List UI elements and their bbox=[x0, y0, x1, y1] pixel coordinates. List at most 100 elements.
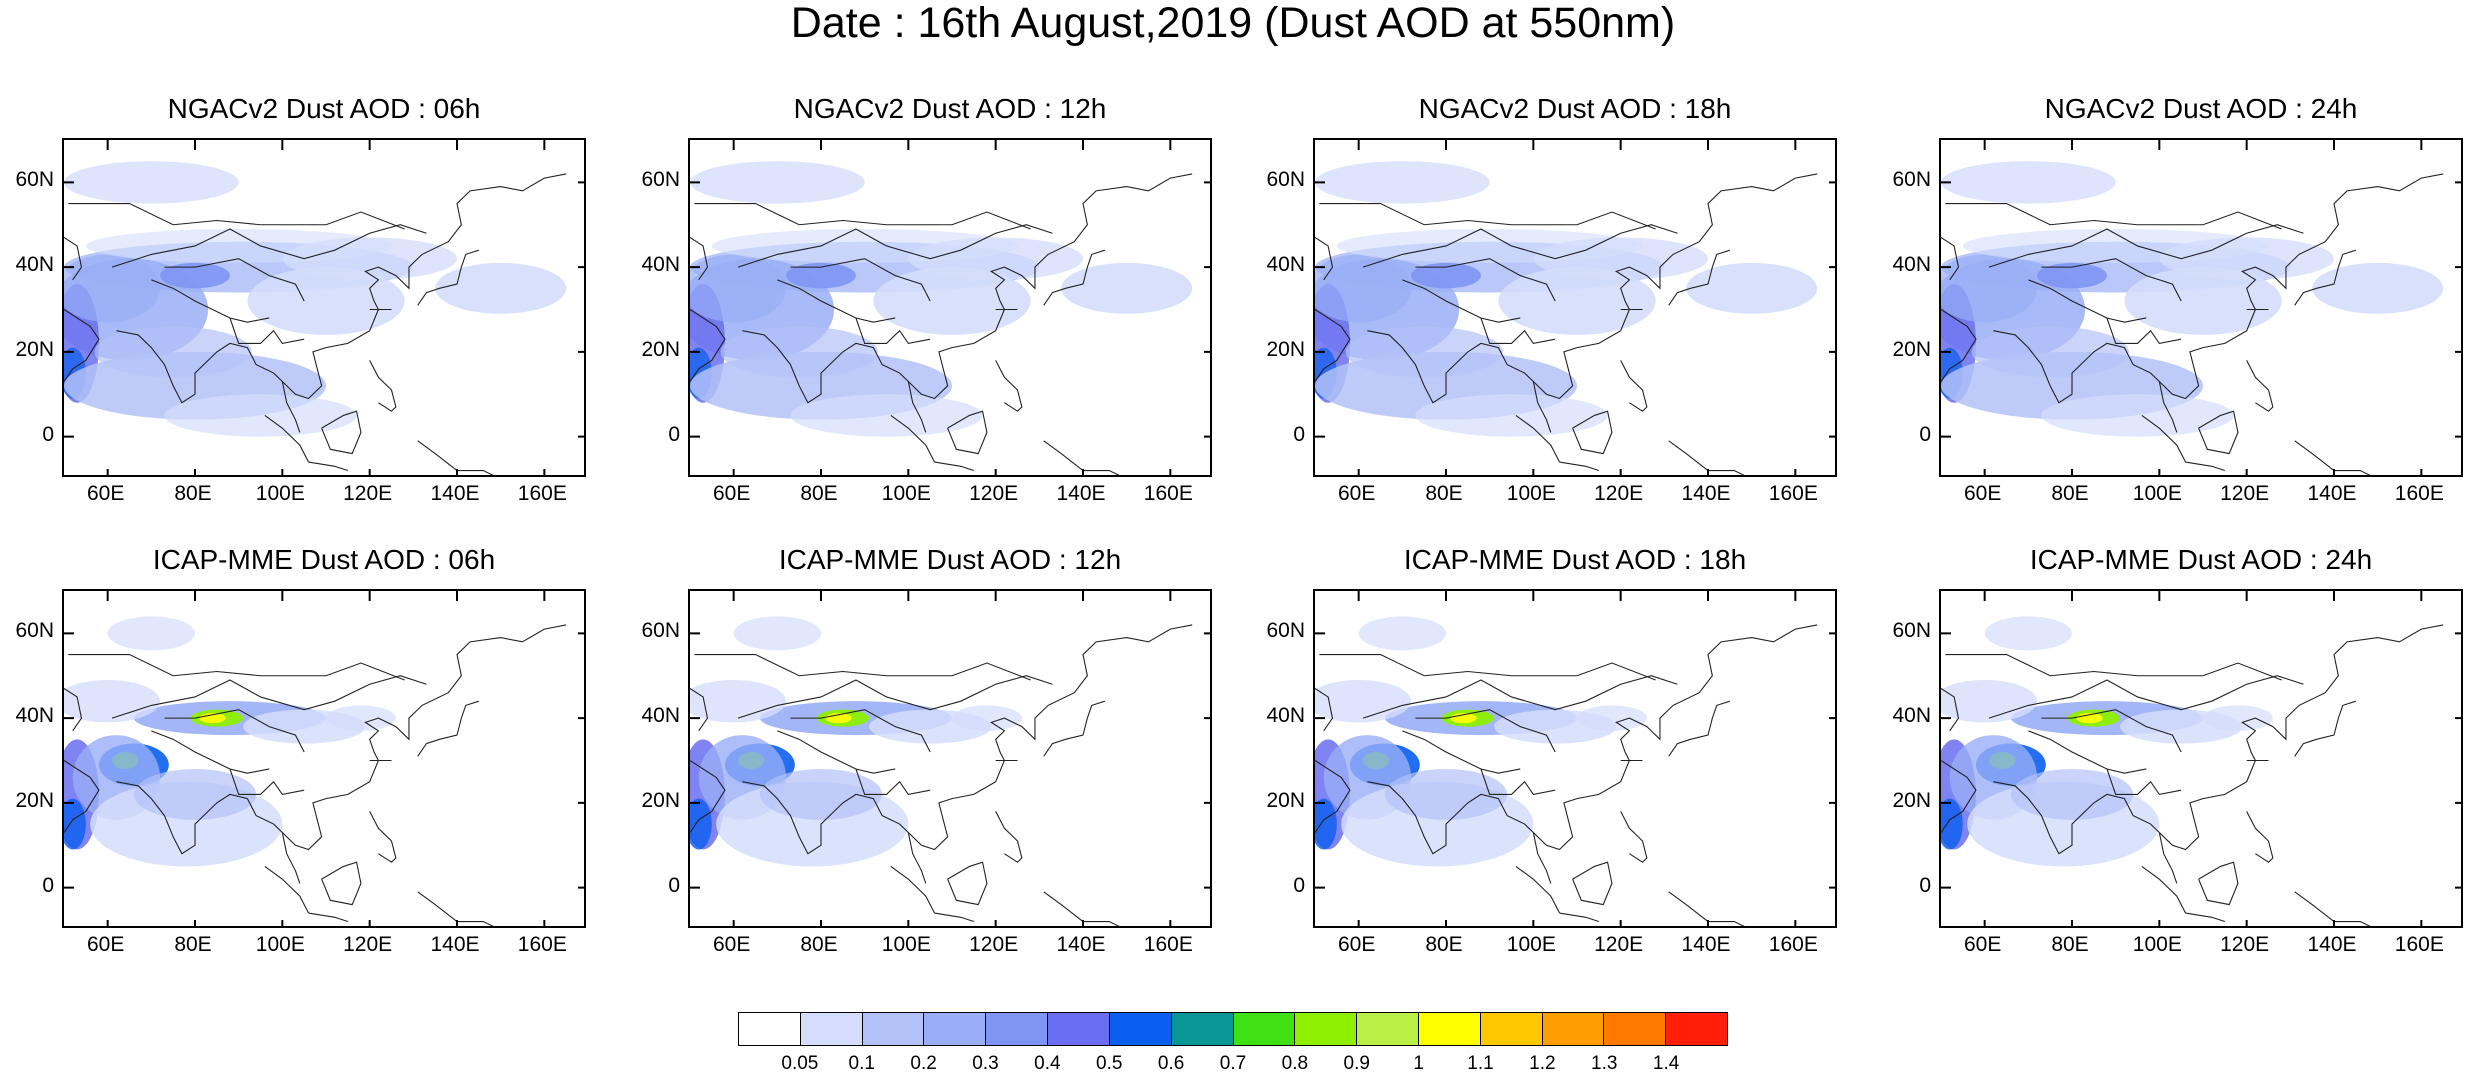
longitude-label: 120E bbox=[343, 482, 393, 505]
longitude-label: 120E bbox=[1594, 482, 1644, 505]
coastline bbox=[111, 675, 427, 719]
coastline bbox=[934, 912, 975, 923]
latitude-label: 40N bbox=[641, 253, 680, 277]
coastline bbox=[790, 258, 931, 302]
longitude-label: 100E bbox=[881, 482, 931, 505]
longitude-label: 60E bbox=[86, 482, 125, 505]
coastline bbox=[1993, 173, 2444, 404]
coastline bbox=[1532, 381, 1552, 433]
aod-field-cell bbox=[1336, 228, 1643, 263]
figure-title: Date : 16th August,2019 (Dust AOD at 550… bbox=[790, 0, 1676, 47]
dust-aod-map bbox=[688, 138, 1212, 477]
colorbar-label: 0.05 bbox=[781, 1053, 819, 1074]
colorbar-label: 1.4 bbox=[1652, 1053, 1680, 1074]
coastline bbox=[1620, 360, 1648, 412]
latitude-label: 0 bbox=[1919, 873, 1931, 897]
coastline bbox=[2198, 410, 2239, 455]
longitude-label: 120E bbox=[343, 933, 393, 956]
panel-title: NGACv2 Dust AOD : 24h bbox=[2044, 93, 2358, 124]
colorbar-swatch bbox=[800, 1013, 863, 1045]
aod-field-cell bbox=[690, 679, 787, 723]
longitude-label: 60E bbox=[712, 933, 751, 956]
colorbar-label: 0.1 bbox=[848, 1053, 875, 1074]
coastline bbox=[1043, 440, 1120, 475]
latitude-label: 20N bbox=[1892, 337, 1931, 361]
dust-aod-map bbox=[1313, 589, 1837, 928]
latitude-label: 60N bbox=[1266, 168, 1305, 192]
longitude-label: 140E bbox=[1056, 933, 1106, 956]
coastline bbox=[1572, 861, 1613, 906]
coastline bbox=[116, 173, 567, 404]
longitude-label: 160E bbox=[1768, 933, 1818, 956]
coastline bbox=[2106, 317, 2182, 345]
longitude-label: 100E bbox=[2132, 482, 2182, 505]
coastline bbox=[2106, 768, 2182, 796]
coastline bbox=[2198, 861, 2239, 906]
coastline bbox=[2185, 912, 2226, 923]
coastline bbox=[737, 675, 1053, 719]
coastline bbox=[1362, 675, 1678, 719]
aod-field-cell bbox=[733, 616, 821, 651]
aod-field-cell bbox=[759, 768, 883, 820]
coastline bbox=[690, 309, 726, 382]
aod-field-cell bbox=[1384, 768, 1508, 820]
coastline bbox=[2246, 811, 2274, 863]
aod-field-cell bbox=[1941, 679, 2038, 723]
coastline bbox=[1988, 224, 2304, 268]
coastline bbox=[264, 414, 310, 463]
latitude-label: 40N bbox=[1266, 704, 1305, 728]
longitude-label: 140E bbox=[2307, 933, 2357, 956]
aod-field-cell bbox=[1686, 262, 1818, 314]
latitude-label: 0 bbox=[668, 873, 680, 897]
latitude-label: 60N bbox=[15, 168, 54, 192]
longitude-label: 120E bbox=[2220, 933, 2270, 956]
aod-field-cell bbox=[786, 262, 856, 289]
colorbar-label: 0.4 bbox=[1034, 1053, 1061, 1074]
longitude-label: 140E bbox=[1681, 933, 1731, 956]
longitude-label: 60E bbox=[1963, 482, 2002, 505]
longitude-label: 100E bbox=[881, 933, 931, 956]
coastline bbox=[995, 811, 1023, 863]
coastline bbox=[1993, 624, 2444, 855]
latitude-label: 60N bbox=[15, 619, 54, 643]
longitude-label: 60E bbox=[1963, 933, 2002, 956]
dust-aod-map bbox=[1939, 138, 2463, 477]
aod-field-cell bbox=[326, 705, 396, 731]
coastline bbox=[1415, 258, 1556, 302]
latitude-label: 0 bbox=[668, 422, 680, 446]
coastline bbox=[1315, 760, 1351, 833]
coastline bbox=[1620, 811, 1648, 863]
aod-field-cell bbox=[1971, 326, 2129, 378]
longitude-label: 80E bbox=[174, 933, 212, 956]
longitude-label: 100E bbox=[2132, 933, 2182, 956]
longitude-label: 60E bbox=[712, 482, 751, 505]
aod-field-cell bbox=[2041, 394, 2234, 437]
colorbar-swatch bbox=[1357, 1013, 1419, 1045]
coastline bbox=[777, 730, 896, 774]
aod-field-cell bbox=[1315, 161, 1490, 204]
coastline bbox=[2294, 249, 2357, 306]
longitude-label: 160E bbox=[1143, 482, 1193, 505]
colorbar-swatch bbox=[1171, 1013, 1234, 1045]
coastline bbox=[1402, 279, 1521, 323]
coastline bbox=[855, 768, 931, 796]
aod-field-cell bbox=[2010, 768, 2134, 820]
coastline bbox=[1315, 309, 1351, 382]
aod-field-cell bbox=[64, 798, 86, 850]
coastline bbox=[1559, 461, 1600, 472]
longitude-label: 80E bbox=[2051, 933, 2089, 956]
coastline bbox=[1945, 203, 2282, 230]
coastline bbox=[1515, 865, 1561, 914]
longitude-label: 100E bbox=[1506, 482, 1556, 505]
colorbar-swatch bbox=[1109, 1013, 1172, 1045]
coastline bbox=[690, 760, 726, 833]
dust-aod-map bbox=[62, 138, 586, 477]
panel-title: ICAP-MME Dust AOD : 18h bbox=[1403, 544, 1747, 575]
latitude-label: 60N bbox=[1266, 619, 1305, 643]
coastline bbox=[777, 279, 896, 323]
colorbar-swatch bbox=[1048, 1013, 1110, 1045]
aod-field-cell bbox=[1358, 616, 1446, 651]
aod-field-cell bbox=[790, 394, 983, 437]
aod-field-cell bbox=[1941, 798, 1963, 850]
coastline bbox=[64, 237, 83, 281]
